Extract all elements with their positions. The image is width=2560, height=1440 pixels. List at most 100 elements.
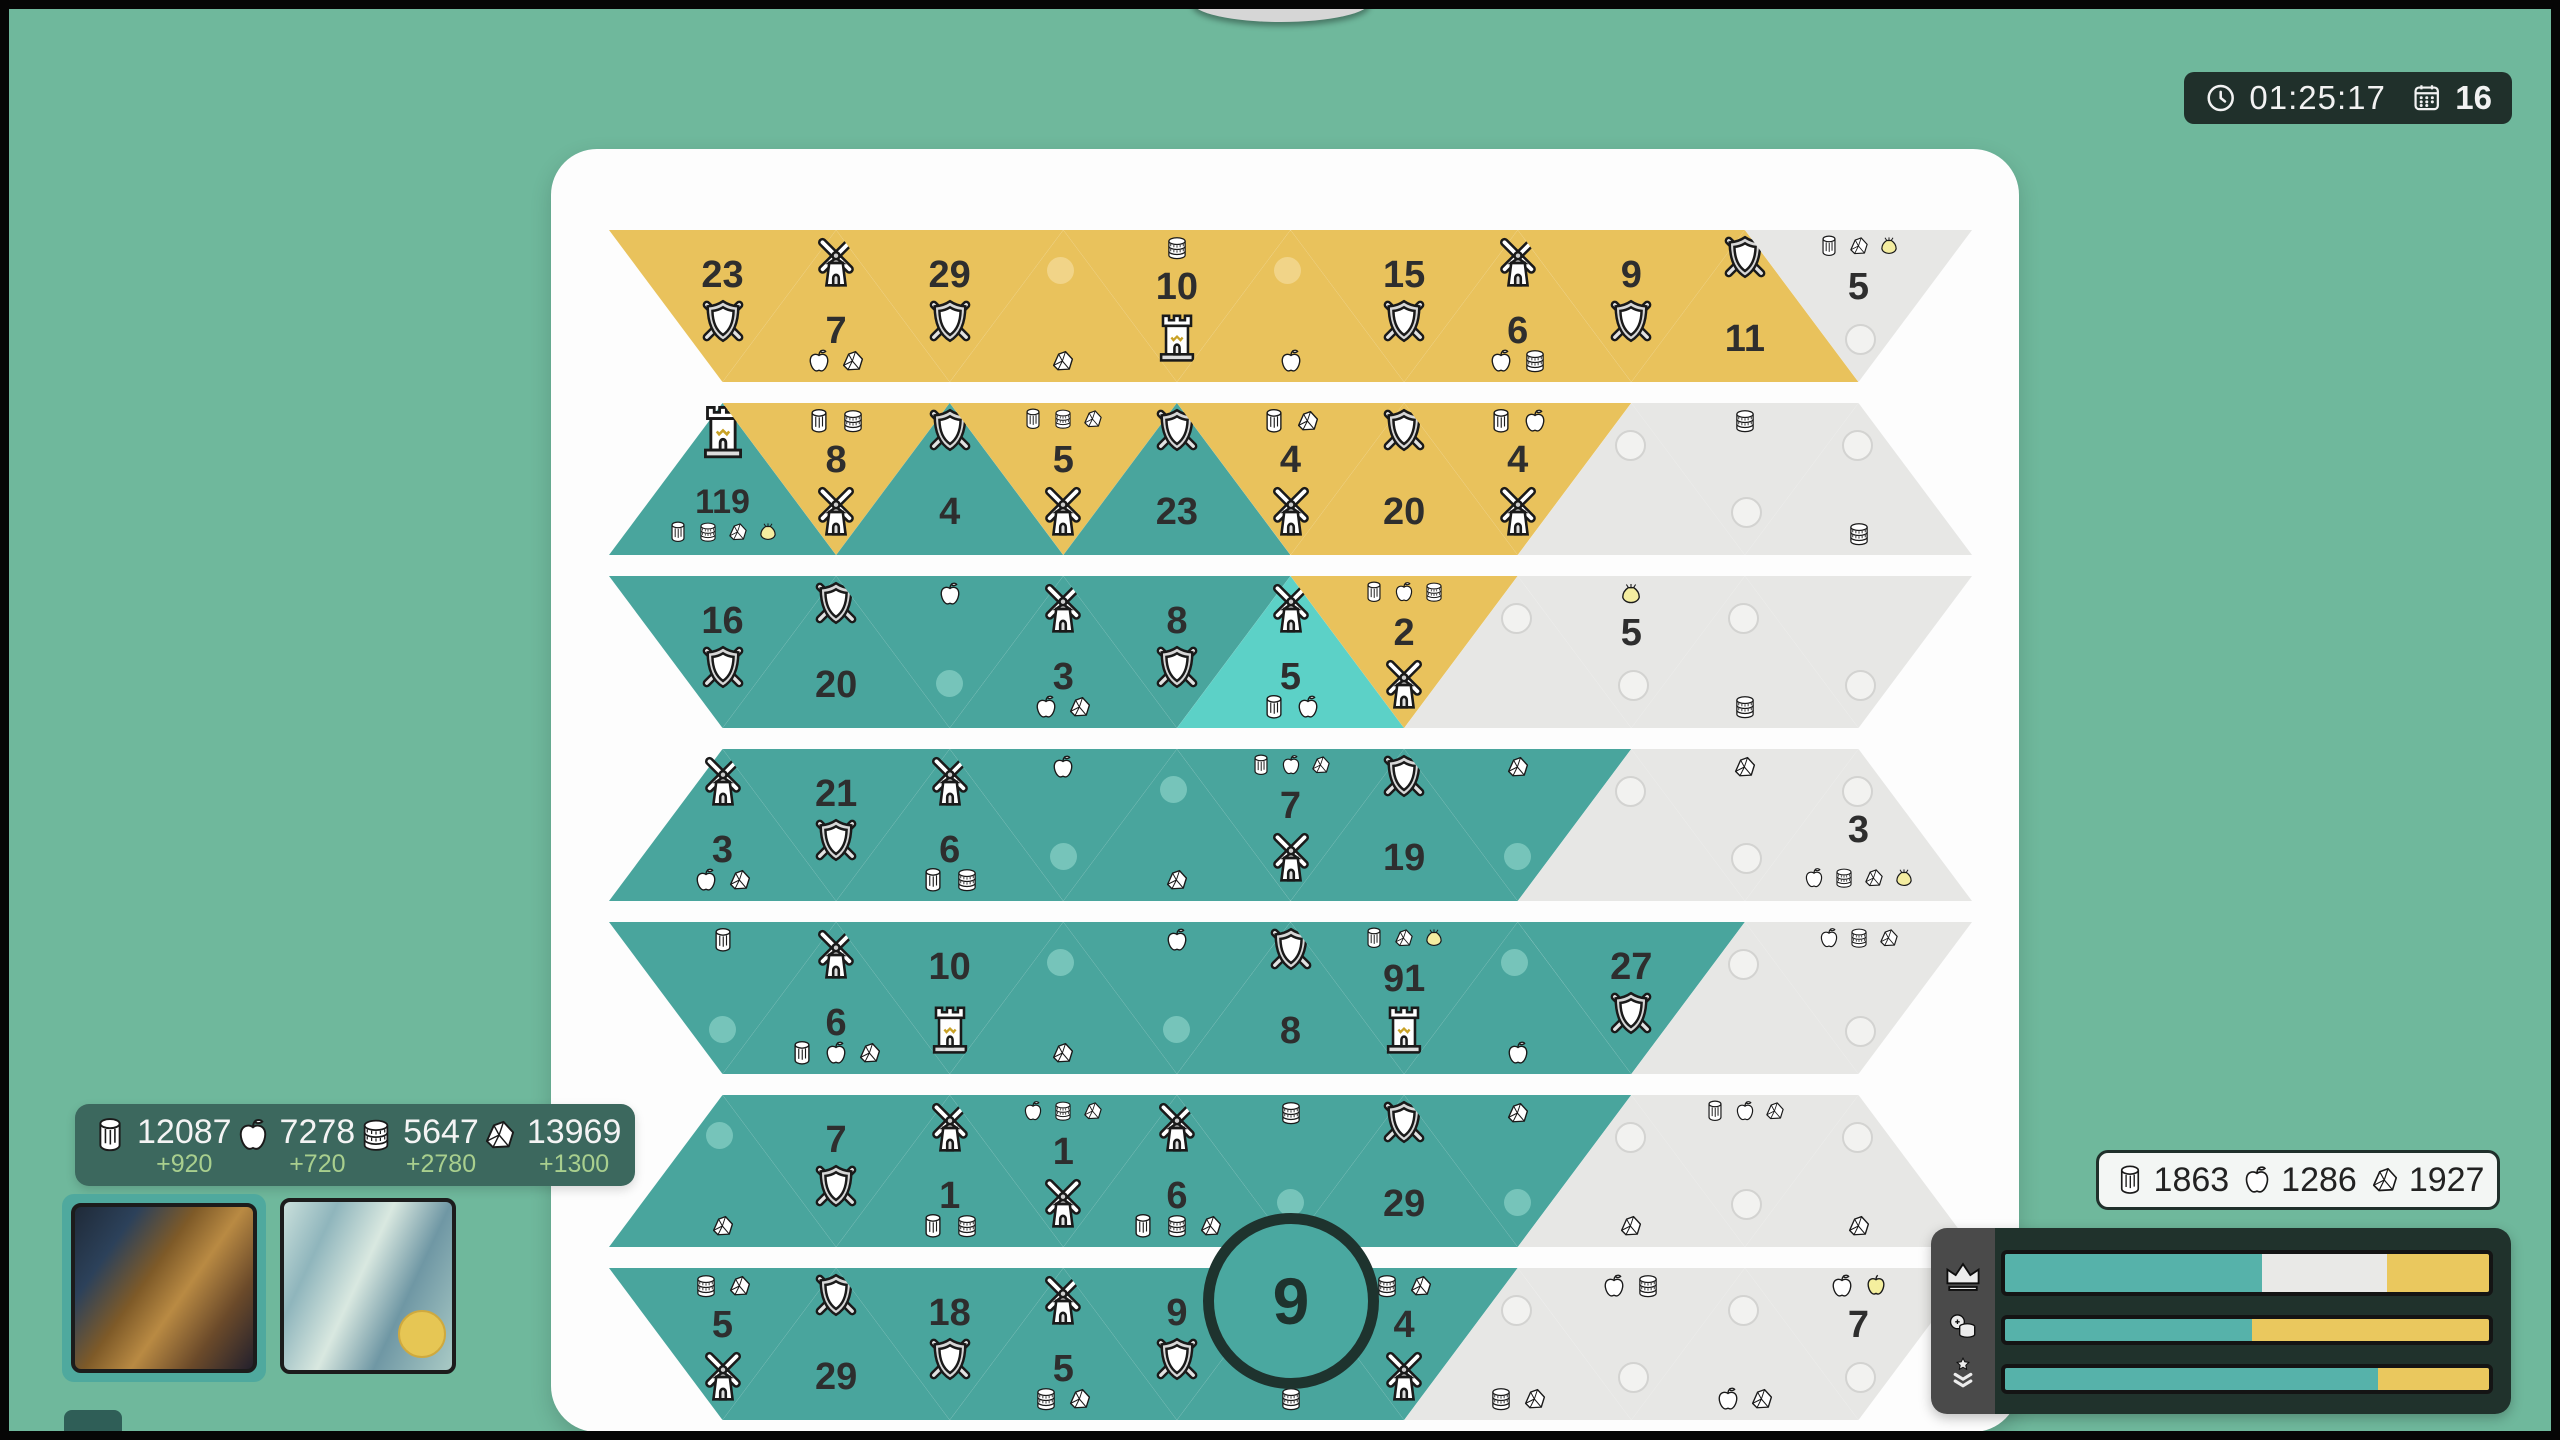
- tile-number: 9: [1620, 254, 1642, 296]
- tile-number: 1: [939, 1175, 961, 1217]
- tile-dot: [1046, 949, 1074, 976]
- score-icons-strip: [1931, 1228, 1995, 1414]
- bottom-left-tab[interactable]: [64, 1410, 122, 1440]
- resource-value: 12087: [137, 1113, 232, 1151]
- selected-unit-circle[interactable]: 9: [1203, 1213, 1379, 1389]
- pear-icon: [1861, 1271, 1891, 1301]
- resource-delta: +1300: [538, 1150, 610, 1179]
- tile-number: 10: [928, 946, 971, 988]
- wood-icon: [1361, 579, 1387, 605]
- bar-segment: [2387, 1254, 2489, 1292]
- turn-counter: 16: [2455, 79, 2492, 116]
- resource-value: 13969: [526, 1113, 622, 1151]
- crown-icon: [1941, 1254, 1985, 1298]
- tile-number: 29: [928, 254, 971, 296]
- tile-number: 3: [711, 829, 734, 871]
- wood-icon: [1020, 406, 1046, 432]
- bar-segment: [2251, 1319, 2489, 1341]
- top-notch[interactable]: [1192, 0, 1370, 22]
- food-icon: [232, 1114, 274, 1156]
- tile-number: 3: [1847, 809, 1870, 851]
- resource-gold: 5647 +2780: [355, 1113, 479, 1179]
- tile-number: 4: [1393, 1304, 1415, 1346]
- gold-icon: [1486, 1384, 1516, 1414]
- tile-r4c11[interactable]: 3: [1745, 749, 1972, 901]
- tile-resources: [1745, 925, 1972, 951]
- stone-icon: [2367, 1162, 2403, 1198]
- tile-resources: [1745, 233, 1972, 259]
- tile-r3c11[interactable]: [1745, 576, 1972, 728]
- tile-number: 5: [711, 1304, 734, 1346]
- resource-delta: +2780: [405, 1150, 477, 1179]
- wood-icon: [665, 519, 691, 545]
- tile-dot: [1731, 1189, 1763, 1220]
- score-bars: [1995, 1228, 2511, 1414]
- gold-icon: [1844, 519, 1874, 549]
- tile-r6c11[interactable]: [1745, 1095, 1972, 1247]
- tile-number: 6: [1507, 310, 1529, 352]
- food-icon: [1816, 925, 1842, 951]
- wood-icon: [1248, 752, 1274, 778]
- tile-r2c11[interactable]: [1745, 403, 1972, 555]
- game-time: 01:25:17: [2249, 79, 2386, 116]
- tile-dot: [1501, 949, 1529, 976]
- tile-resources: [1745, 865, 1972, 891]
- stone-icon: [1861, 865, 1887, 891]
- tile-number: 29: [1382, 1183, 1426, 1225]
- gold-icon: [355, 1114, 397, 1156]
- selected-unit-count: 9: [1272, 1264, 1310, 1338]
- tile-number: 5: [1279, 656, 1302, 698]
- tile-dot: [1845, 1016, 1876, 1047]
- king-portrait[interactable]: [71, 1203, 257, 1373]
- player-1-slot[interactable]: [62, 1194, 266, 1382]
- stone-icon: [479, 1114, 521, 1156]
- tile-r1c11[interactable]: 5: [1745, 230, 1972, 382]
- food-icon: [691, 865, 721, 895]
- tile-number: 6: [1166, 1175, 1188, 1217]
- player-2-portrait[interactable]: [280, 1198, 456, 1374]
- tile-number: 23: [701, 254, 744, 296]
- wood-icon: [1486, 406, 1516, 436]
- tile-info-food: 1286: [2239, 1161, 2357, 1200]
- coins-progress-bar: [2001, 1315, 2493, 1345]
- tile-dot: [1842, 1122, 1873, 1153]
- tile-number: 6: [939, 829, 961, 871]
- wood-icon: [1259, 406, 1289, 436]
- resource-delta: +920: [156, 1150, 213, 1179]
- tile-resources: [1745, 519, 1972, 549]
- tile-number: 29: [814, 1356, 858, 1398]
- tile-dot: [1845, 1362, 1876, 1393]
- tile-r2c10[interactable]: [1631, 403, 1859, 555]
- tile-number: 19: [1382, 837, 1426, 879]
- tile-r5c11[interactable]: [1745, 922, 1972, 1074]
- tile-info-value: 1863: [2153, 1160, 2230, 1199]
- game-board: 23 7 29 10 15 6 9 11 5 119 8 4 5 23 4 20 4 16 20 3 8 5 2 5 3 21 6 7…: [551, 149, 2019, 1432]
- gold-icon: [1831, 865, 1857, 891]
- tile-dot: [1049, 843, 1077, 870]
- tile-dot: [1274, 257, 1301, 284]
- tile-dot: [1731, 497, 1763, 528]
- tile-number: 5: [1052, 1348, 1074, 1390]
- tile-number: 5: [1052, 439, 1074, 481]
- tile-dot: [1842, 776, 1873, 807]
- bar-segment: [2005, 1254, 2262, 1292]
- stone-icon: [1876, 925, 1902, 951]
- tile-number: 7: [1847, 1304, 1870, 1346]
- tile-dot: [1731, 843, 1763, 874]
- tile-number: 20: [1382, 491, 1426, 533]
- tile-number: 20: [814, 664, 858, 706]
- food-icon: [1827, 1271, 1857, 1301]
- tile-number: 4: [1279, 439, 1302, 481]
- resource-stone: 13969 +1300: [479, 1113, 622, 1179]
- food-icon: [1599, 1271, 1629, 1301]
- wood-icon: [1361, 925, 1387, 951]
- food-icon: [1486, 346, 1516, 376]
- clock-icon: [2204, 80, 2237, 116]
- coin-badge: [398, 1310, 446, 1358]
- tile-dot: [1845, 670, 1876, 701]
- tile-number: 91: [1382, 958, 1426, 1000]
- resource-delta: +720: [289, 1150, 346, 1179]
- resource-value: 7278: [279, 1113, 356, 1151]
- wood-icon: [787, 1038, 817, 1068]
- board-tiles: 23 7 29 10 15 6 9 11 5 119 8 4 5 23 4 20 4 16 20 3 8 5 2 5 3 21 6 7…: [551, 149, 2019, 1432]
